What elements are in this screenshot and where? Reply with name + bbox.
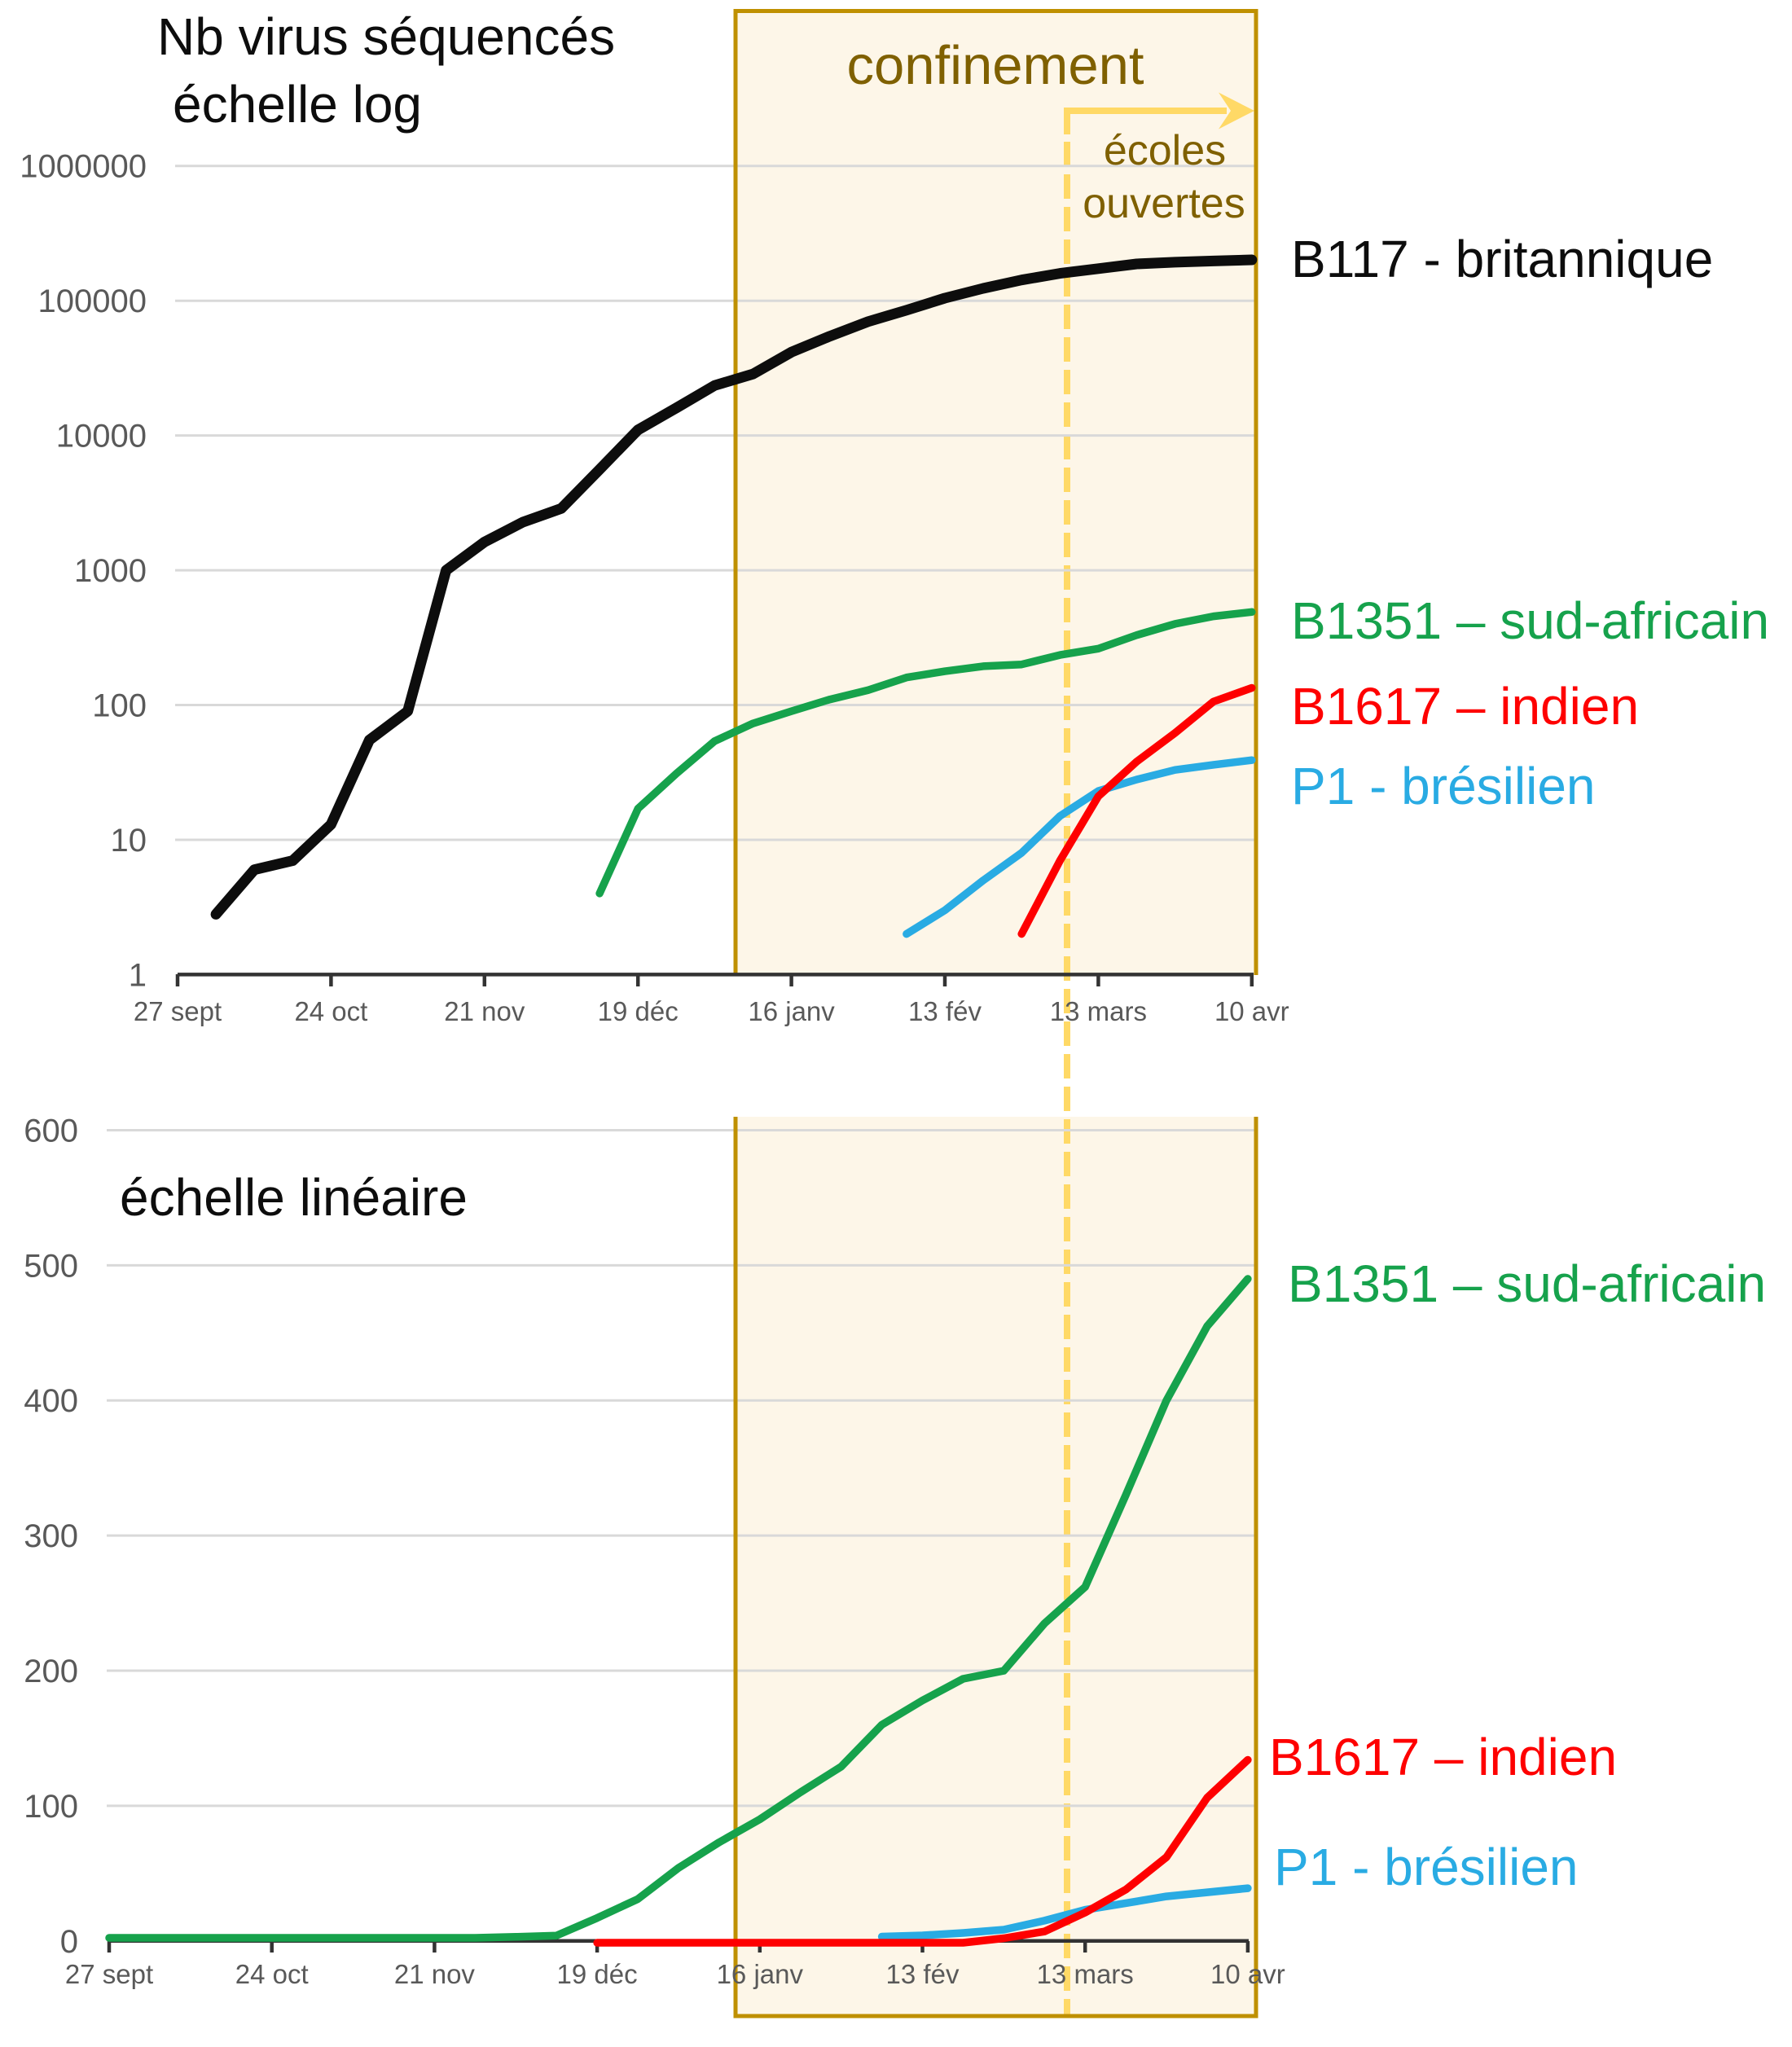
svg-text:10: 10 bbox=[111, 823, 147, 859]
svg-text:19 déc: 19 déc bbox=[557, 1959, 638, 1989]
svg-text:10 avr: 10 avr bbox=[1214, 996, 1289, 1026]
svg-text:B1617 – indien: B1617 – indien bbox=[1269, 1728, 1617, 1786]
svg-text:600: 600 bbox=[24, 1114, 78, 1149]
svg-text:24 oct: 24 oct bbox=[294, 996, 367, 1026]
svg-text:1000000: 1000000 bbox=[20, 149, 147, 185]
svg-text:21 nov: 21 nov bbox=[444, 996, 525, 1026]
svg-text:19 déc: 19 déc bbox=[598, 996, 679, 1026]
svg-text:16 janv: 16 janv bbox=[748, 996, 835, 1026]
svg-text:24 oct: 24 oct bbox=[235, 1959, 309, 1989]
svg-text:Nb virus séquencés: Nb virus séquencés bbox=[157, 7, 615, 66]
svg-text:B1351 – sud-africain: B1351 – sud-africain bbox=[1291, 591, 1769, 650]
svg-text:10 avr: 10 avr bbox=[1210, 1959, 1285, 1989]
svg-text:13 mars: 13 mars bbox=[1037, 1959, 1134, 1989]
svg-text:échelle linéaire: échelle linéaire bbox=[120, 1168, 468, 1227]
svg-text:10000: 10000 bbox=[56, 419, 147, 455]
svg-text:1: 1 bbox=[129, 957, 147, 993]
svg-text:27 sept: 27 sept bbox=[65, 1959, 153, 1989]
svg-text:échelle log: échelle log bbox=[173, 75, 422, 134]
svg-text:27 sept: 27 sept bbox=[134, 996, 222, 1026]
svg-text:16 janv: 16 janv bbox=[717, 1959, 804, 1989]
svg-text:100: 100 bbox=[92, 688, 147, 724]
svg-text:B1617 – indien: B1617 – indien bbox=[1291, 677, 1639, 736]
svg-text:13 mars: 13 mars bbox=[1050, 996, 1147, 1026]
svg-text:100000: 100000 bbox=[38, 283, 147, 319]
svg-text:200: 200 bbox=[24, 1654, 78, 1689]
svg-text:21 nov: 21 nov bbox=[394, 1959, 476, 1989]
svg-text:P1 - brésilien: P1 - brésilien bbox=[1274, 1838, 1579, 1896]
svg-text:0: 0 bbox=[60, 1924, 78, 1960]
svg-text:B117 - britannique: B117 - britannique bbox=[1291, 230, 1713, 288]
svg-text:écoles: écoles bbox=[1104, 127, 1226, 174]
svg-text:1000: 1000 bbox=[74, 553, 147, 589]
svg-text:13 fév: 13 fév bbox=[886, 1959, 960, 1989]
svg-text:400: 400 bbox=[24, 1383, 78, 1419]
svg-text:confinement: confinement bbox=[847, 35, 1144, 96]
svg-text:100: 100 bbox=[24, 1789, 78, 1825]
svg-text:B1351 – sud-africain: B1351 – sud-africain bbox=[1288, 1254, 1766, 1313]
svg-text:500: 500 bbox=[24, 1248, 78, 1284]
svg-text:13 fév: 13 fév bbox=[908, 996, 982, 1026]
svg-text:300: 300 bbox=[24, 1518, 78, 1554]
svg-text:P1 - brésilien: P1 - brésilien bbox=[1291, 757, 1596, 815]
svg-text:ouvertes: ouvertes bbox=[1083, 180, 1245, 227]
